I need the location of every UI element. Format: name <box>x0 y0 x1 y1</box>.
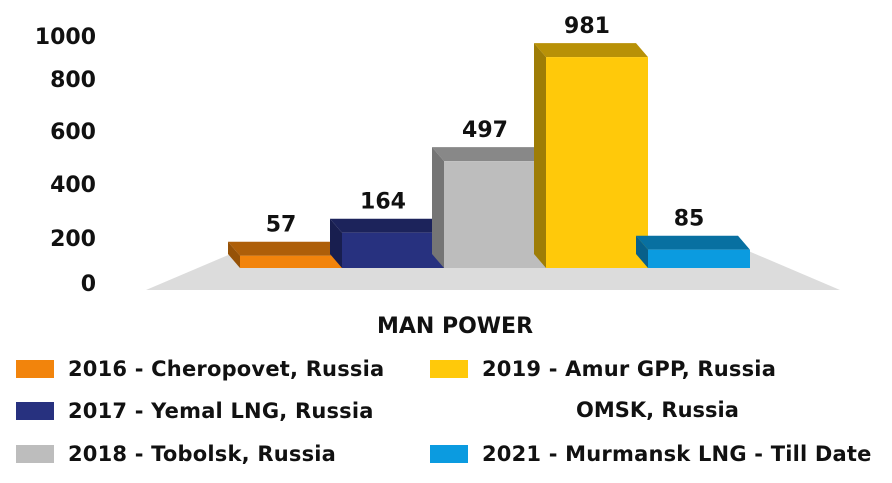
legend-label-2021: 2021 - Murmansk LNG - Till Date <box>482 442 872 466</box>
bar-front-face <box>648 249 750 268</box>
bar-side-face <box>636 235 648 268</box>
data-label: 497 <box>462 118 508 143</box>
legend-label-2017: 2017 - Yemal LNG, Russia <box>68 399 374 423</box>
data-label: 85 <box>674 207 705 232</box>
legend-item-2021: 2021 - Murmansk LNG - Till Date <box>430 441 872 467</box>
data-label: 57 <box>266 213 297 238</box>
legend-orphan-label: OMSK, Russia <box>576 398 739 422</box>
y-tick-label: 200 <box>50 227 96 252</box>
legend-swatch-2021 <box>430 445 468 463</box>
legend-item-2019: 2019 - Amur GPP, Russia <box>430 356 776 382</box>
y-tick-label: 0 <box>81 272 96 297</box>
legend-label-2018: 2018 - Tobolsk, Russia <box>68 442 337 466</box>
bar-side-face <box>228 241 240 268</box>
y-tick-label: 800 <box>50 68 96 93</box>
bar-top-face <box>636 235 750 250</box>
legend-swatch-2019 <box>430 360 468 378</box>
legend-label-2019: 2019 - Amur GPP, Russia <box>482 357 777 381</box>
bar-front-face <box>546 57 648 269</box>
bar-top-face <box>534 43 648 58</box>
legend-swatch-2018 <box>16 445 54 463</box>
legend-label-2016: 2016 - Cheropovet, Russia <box>68 357 385 381</box>
bar-top-face <box>330 218 444 233</box>
y-tick-label: 600 <box>50 120 96 145</box>
legend-swatch-2016 <box>16 360 54 378</box>
bar-side-face <box>432 147 444 268</box>
y-tick-label: 400 <box>50 173 96 198</box>
y-tick-label: 1000 <box>35 25 96 50</box>
bar-front-face <box>444 161 546 268</box>
legend-item-2017: 2017 - Yemal LNG, Russia <box>16 398 374 424</box>
data-label: 981 <box>564 14 610 39</box>
bar-front-face <box>240 255 342 268</box>
legend-swatch-2017 <box>16 402 54 420</box>
bar-top-face <box>432 147 546 162</box>
bar-front-face <box>342 232 444 268</box>
data-label: 164 <box>360 190 406 215</box>
bar-side-face <box>534 43 546 269</box>
x-axis-label: MAN POWER <box>377 314 533 339</box>
bar-side-face <box>330 218 342 268</box>
legend-item-2018: 2018 - Tobolsk, Russia <box>16 441 336 467</box>
bar-top-face <box>228 241 342 256</box>
legend-item-2016: 2016 - Cheropovet, Russia <box>16 356 384 382</box>
